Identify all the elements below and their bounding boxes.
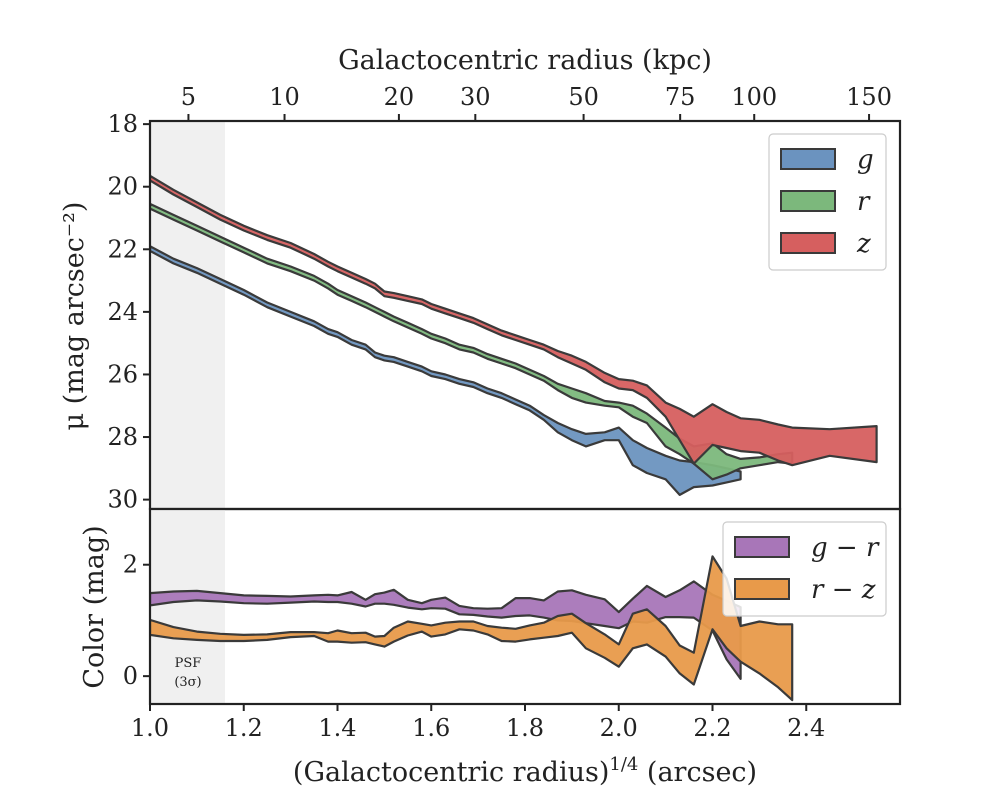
legend: grz [768, 133, 887, 271]
legend-label: r [857, 187, 871, 217]
band-gr [150, 580, 742, 681]
top-x-tick-label: 30 [460, 83, 491, 111]
y-axis-title-top: μ (mag arcsec⁻²) [59, 202, 90, 431]
x-tick-label: 2.2 [693, 714, 731, 742]
band-g [150, 245, 742, 496]
x-axis-title: (Galactocentric radius)1/4 (arcsec) [293, 754, 757, 788]
legend-swatch [780, 190, 836, 212]
psf-shaded-region [150, 121, 225, 509]
legend-swatch [780, 232, 836, 254]
legend-label: g [857, 145, 874, 175]
y-tick-label: 22 [107, 235, 138, 263]
legend-swatch [734, 536, 790, 558]
y-tick-label: 0 [123, 662, 138, 690]
x-tick-label: 1.2 [225, 714, 263, 742]
y-tick-label: 18 [107, 110, 138, 138]
x-tick-label: 1.0 [131, 714, 169, 742]
x-tick-label: 2.0 [600, 714, 638, 742]
top-x-tick-label: 20 [384, 83, 415, 111]
legend-swatch [734, 578, 790, 600]
legend-label: z [856, 229, 871, 259]
band-rz [150, 555, 794, 702]
psf-label: PSF [175, 656, 202, 671]
top-x-tick-label: 50 [568, 83, 599, 111]
x-tick-label: 1.8 [506, 714, 544, 742]
y-tick-label: 28 [107, 423, 138, 451]
legend-swatch [780, 148, 836, 170]
psf-sigma-label: (3σ) [174, 675, 201, 690]
color-panel: 0 2 g − r r − z [123, 507, 902, 706]
psf-shaded-region [150, 509, 225, 704]
band-group [150, 174, 878, 496]
y-axis-title-bottom: Color (mag) [79, 525, 110, 688]
top-x-tick-label: 10 [269, 83, 300, 111]
y-tick-label: 24 [107, 298, 138, 326]
y-tick-label: 2 [123, 551, 138, 579]
legend-label: g − r [811, 533, 880, 563]
legend-label: r − z [811, 575, 876, 605]
top-x-tick-label: 100 [731, 83, 777, 111]
y-tick-label: 20 [107, 173, 138, 201]
top-x-tick-label: 75 [665, 83, 696, 111]
x-tick-label: 1.6 [412, 714, 450, 742]
top-x-axis-title: Galactocentric radius (kpc) [338, 45, 712, 76]
x-tick-label: 2.4 [787, 714, 825, 742]
legend: g − r r − z [722, 521, 887, 617]
x-tick-label: 1.4 [318, 714, 356, 742]
band-group [150, 555, 794, 702]
top-x-tick-label: 150 [846, 83, 892, 111]
y-tick-label: 26 [107, 360, 138, 388]
band-z [150, 174, 878, 467]
top-x-tick-label: 5 [181, 83, 196, 111]
y-tick-label: 30 [107, 486, 138, 514]
